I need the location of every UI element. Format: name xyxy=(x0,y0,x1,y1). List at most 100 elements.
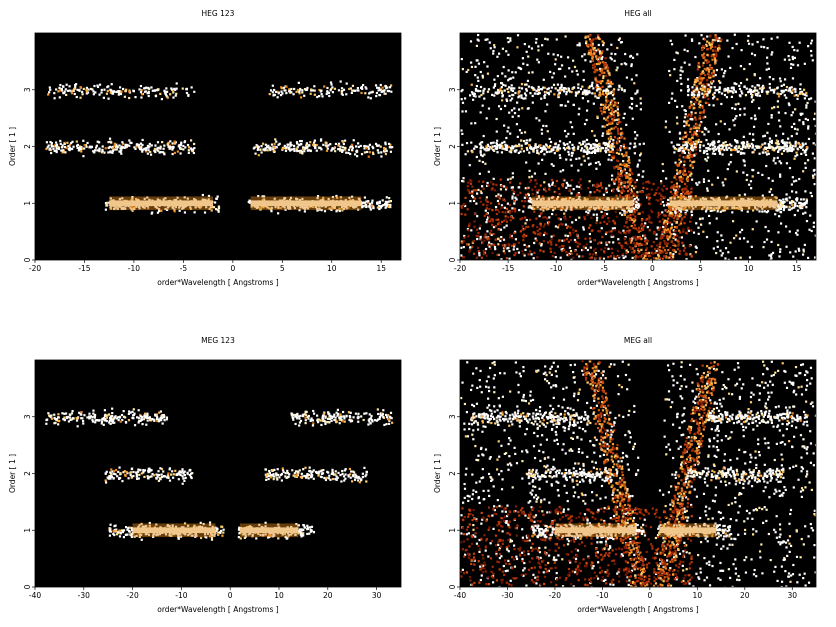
event-pixel xyxy=(187,94,190,97)
event-pixel xyxy=(491,93,494,97)
event-pixel xyxy=(702,178,706,181)
event-pixel xyxy=(742,159,745,162)
event-pixel xyxy=(507,246,510,250)
event-pixel xyxy=(790,125,794,129)
event-pixel xyxy=(290,87,293,91)
event-pixel xyxy=(550,163,553,166)
event-pixel xyxy=(674,161,677,164)
event-pixel xyxy=(612,151,615,154)
event-pixel xyxy=(684,173,688,176)
event-pixel xyxy=(680,196,683,199)
event-pixel xyxy=(475,228,479,231)
event-pixel xyxy=(810,49,813,53)
event-pixel xyxy=(601,132,605,135)
event-pixel xyxy=(305,88,309,91)
event-pixel xyxy=(483,251,486,254)
event-pixel xyxy=(600,57,603,61)
event-pixel xyxy=(598,208,601,211)
event-pixel xyxy=(321,95,324,98)
event-pixel xyxy=(48,86,51,89)
event-pixel xyxy=(714,59,717,62)
event-pixel xyxy=(676,193,679,196)
event-pixel xyxy=(538,227,541,231)
event-pixel xyxy=(616,215,619,218)
event-pixel xyxy=(791,176,794,179)
event-pixel xyxy=(511,186,515,189)
event-pixel xyxy=(569,238,572,242)
event-pixel xyxy=(625,76,629,79)
event-pixel xyxy=(522,239,525,242)
event-pixel xyxy=(513,190,516,194)
event-pixel xyxy=(714,74,717,77)
event-pixel xyxy=(601,215,604,218)
event-pixel xyxy=(544,190,548,193)
event-pixel xyxy=(698,124,701,127)
event-pixel xyxy=(177,206,181,209)
event-pixel xyxy=(669,210,672,213)
event-pixel xyxy=(96,149,99,152)
event-pixel xyxy=(599,69,602,72)
event-pixel xyxy=(521,57,525,60)
event-pixel xyxy=(687,229,691,232)
event-pixel xyxy=(608,230,611,233)
event-pixel xyxy=(729,161,732,164)
event-pixel xyxy=(609,132,613,135)
event-pixel xyxy=(632,202,635,205)
event-pixel xyxy=(326,147,329,150)
event-pixel xyxy=(639,203,642,206)
event-pixel xyxy=(380,151,383,154)
event-pixel xyxy=(634,137,637,140)
event-pixel xyxy=(676,79,679,83)
event-pixel xyxy=(622,196,625,199)
event-pixel xyxy=(532,257,535,260)
event-pixel xyxy=(383,202,387,206)
event-pixel xyxy=(567,132,570,135)
event-pixel xyxy=(593,46,596,50)
event-pixel xyxy=(590,84,594,88)
event-pixel xyxy=(499,188,503,191)
event-pixel xyxy=(311,143,315,146)
event-pixel xyxy=(675,213,678,216)
event-pixel xyxy=(217,206,221,210)
event-pixel xyxy=(652,252,655,255)
event-pixel xyxy=(546,103,549,106)
event-pixel xyxy=(463,97,467,100)
event-pixel xyxy=(130,141,133,145)
event-pixel xyxy=(522,210,525,213)
event-pixel xyxy=(594,151,597,155)
event-pixel xyxy=(492,49,495,53)
event-pixel xyxy=(591,229,594,232)
event-pixel xyxy=(583,140,586,143)
event-pixel xyxy=(570,252,573,255)
event-pixel xyxy=(491,223,494,226)
event-pixel xyxy=(480,256,484,259)
event-pixel xyxy=(50,142,53,145)
event-pixel xyxy=(704,73,707,77)
event-pixel xyxy=(597,58,600,61)
event-pixel xyxy=(384,200,387,203)
event-pixel xyxy=(617,238,620,241)
event-pixel xyxy=(568,246,572,249)
event-pixel xyxy=(500,82,504,85)
event-pixel xyxy=(622,145,625,148)
event-pixel xyxy=(75,144,79,147)
event-pixel xyxy=(683,207,686,210)
event-pixel xyxy=(638,212,641,215)
event-pixel xyxy=(157,208,161,211)
event-pixel xyxy=(303,94,306,97)
event-pixel xyxy=(670,43,674,46)
event-pixel xyxy=(681,70,684,73)
event-pixel xyxy=(778,215,781,218)
event-pixel xyxy=(269,208,273,211)
event-pixel xyxy=(696,139,699,142)
event-pixel xyxy=(53,97,56,100)
event-pixel xyxy=(544,93,547,97)
event-pixel xyxy=(645,194,648,197)
event-pixel xyxy=(694,195,697,198)
event-pixel xyxy=(78,145,82,148)
event-pixel xyxy=(473,197,477,200)
event-pixel xyxy=(564,104,567,107)
event-pixel xyxy=(584,36,587,39)
event-pixel xyxy=(530,175,534,178)
event-pixel xyxy=(529,197,532,200)
